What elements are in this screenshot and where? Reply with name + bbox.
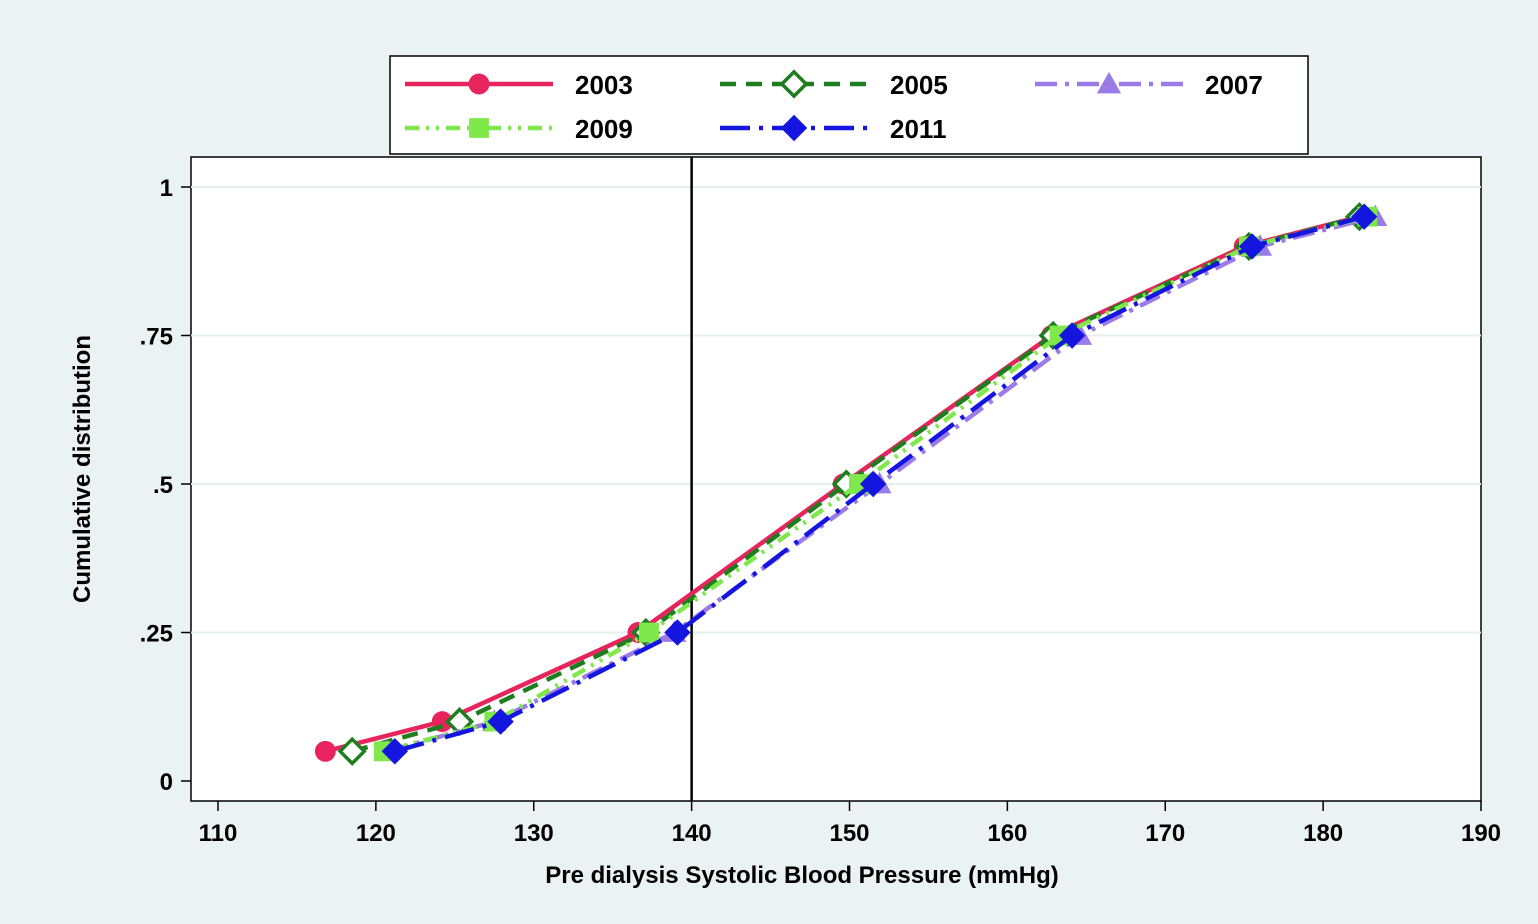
legend-label: 2003 xyxy=(575,70,633,100)
legend-box xyxy=(389,55,1309,155)
legend-item-2003: 2003 xyxy=(405,70,633,100)
legend-item-2005: 2005 xyxy=(720,69,948,100)
x-tick-label: 110 xyxy=(199,820,238,847)
x-tick-label: 170 xyxy=(1145,820,1185,847)
legend-marker xyxy=(1096,71,1122,94)
x-tick-label: 120 xyxy=(356,820,396,847)
x-tick-label: 190 xyxy=(1461,820,1501,847)
legend-label: 2009 xyxy=(575,114,633,144)
legend: 2003 2005 2007 2009 2011 xyxy=(389,55,1309,155)
legend-label: 2007 xyxy=(1205,70,1263,100)
x-tick-label: 180 xyxy=(1303,820,1343,847)
point-2011 xyxy=(1350,203,1378,230)
y-tick-label: 0 xyxy=(160,769,173,796)
legend-marker xyxy=(780,114,808,142)
x-tick-label: 130 xyxy=(514,820,554,847)
point-2003 xyxy=(314,740,336,762)
y-tick-label: .75 xyxy=(140,324,173,351)
point-2011 xyxy=(1238,233,1266,260)
point-2011 xyxy=(1058,322,1086,349)
series-2011 xyxy=(381,203,1378,765)
x-tick-label: 140 xyxy=(672,820,712,847)
y-tick-label: .5 xyxy=(153,472,173,499)
point-2009 xyxy=(639,622,659,643)
legend-marker xyxy=(779,69,809,99)
x-tick-label: 150 xyxy=(829,820,869,847)
point-2011 xyxy=(381,738,409,765)
axes: 0 .25 .5 .75 1 110 120 130 140 150 160 170 180 190 xyxy=(140,175,1501,847)
x-tick-label: 160 xyxy=(987,820,1027,847)
point-2005 xyxy=(337,736,367,766)
point-2011 xyxy=(487,708,514,735)
point-2011 xyxy=(664,619,691,646)
legend-marker xyxy=(469,118,489,138)
legend-label: 2011 xyxy=(890,114,946,144)
legend-label: 2005 xyxy=(890,70,948,100)
point-2011 xyxy=(859,470,887,498)
legend-item-2011: 2011 xyxy=(720,114,946,144)
y-tick-label: 1 xyxy=(160,175,173,202)
y-axis-title: Cumulative distribution xyxy=(69,335,96,603)
legend-marker xyxy=(468,73,490,95)
series-layer xyxy=(314,202,1388,766)
legend-item-2007: 2007 xyxy=(1035,70,1263,100)
y-tick-label: .25 xyxy=(140,621,173,648)
x-axis-title: Pre dialysis Systolic Blood Pressure (mm… xyxy=(545,862,1059,889)
legend-item-2009: 2009 xyxy=(405,114,633,144)
